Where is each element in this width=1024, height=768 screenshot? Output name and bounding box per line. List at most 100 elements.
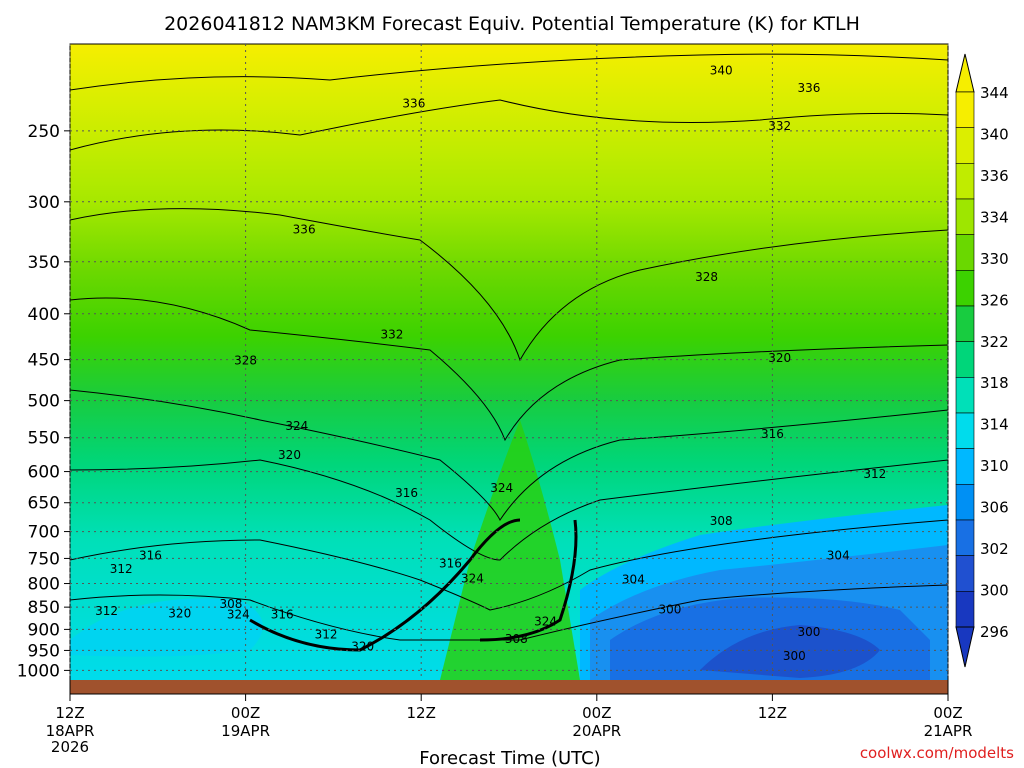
colorbar-swatch [955,341,975,378]
colorbar-label: 300 [980,582,1009,600]
contour-label: 324 [461,572,484,586]
colorbar-swatch [955,305,975,342]
contour-label: 304 [622,573,645,587]
y-tick-label: 600 [28,463,60,483]
contour-label: 300 [798,625,821,639]
plot-area [69,43,949,695]
x-tick-label: 12Z [758,704,787,722]
y-tick-label: 800 [28,575,60,595]
chart-title: 2026041812 NAM3KM Forecast Equiv. Potent… [164,13,860,35]
colorbar-label: 302 [980,540,1009,558]
colorbar-swatch [955,163,975,200]
contour-label: 328 [234,353,257,367]
x-tick-sublabel: 19APR [221,722,270,740]
colorbar: 344 340 336 334 330 326 322 318 314 310 306 302 300 2… [955,53,1009,668]
y-tick-label: 250 [28,122,60,142]
x-axis-label: Forecast Time (UTC) [419,748,600,768]
y-tick-label: 1000 [17,661,60,681]
x-tick-sublabel: 21APR [924,722,973,740]
colorbar-bottom-arrow [955,626,975,668]
colorbar-swatch [955,127,975,164]
colorbar-label: 318 [980,374,1009,392]
y-tick-label: 950 [28,641,60,661]
contour-line [479,519,578,642]
contour-label: 304 [827,548,850,562]
contour-label: 320 [768,351,791,365]
colorbar-swatch [955,448,975,485]
colorbar-swatch [955,377,975,414]
colorbar-swatch [955,412,975,449]
contour-label: 316 [439,557,462,571]
contour-label: 308 [220,597,243,611]
colorbar-swatch [955,555,975,592]
colorbar-label: 344 [980,84,1009,102]
contour-line [69,99,949,151]
y-tick-label: 500 [28,392,60,412]
contour-line [69,584,949,641]
surface-ground [70,680,948,694]
contour-label: 320 [168,606,191,620]
contour-line [69,208,949,362]
colorbar-label: 306 [980,499,1009,517]
contour-label: 320 [278,448,301,462]
contour-label: 336 [293,222,316,236]
colorbar-swatch [955,270,975,307]
contour-line [69,519,949,611]
y-tick-label: 350 [28,253,60,273]
colorbar-label: 326 [980,291,1009,309]
contour-label: 316 [271,607,294,621]
y-axis: 2503003504004505005506006507007508008509… [17,122,70,681]
contour-label: 308 [710,514,733,528]
x-tick-label: 12Z [407,704,436,722]
contour-label: 336 [402,96,425,110]
contour-label: 316 [139,548,162,562]
colorbar-label: 334 [980,208,1009,226]
contour-label: 312 [110,562,133,576]
contour-label: 308 [505,632,528,646]
y-tick-label: 750 [28,549,60,569]
y-tick-label: 850 [28,598,60,618]
contour-label: 300 [659,602,682,616]
y-tick-label: 400 [28,305,60,325]
x-tick-sublabel: 18APR [46,722,95,740]
contour-label: 312 [95,604,118,618]
x-tick-sublabel: 20APR [572,722,621,740]
x-tick-sublabel: 2026 [51,738,89,756]
x-tick-label: 00Z [231,704,260,722]
colorbar-label: 314 [980,416,1009,434]
contour-label: 316 [761,427,784,441]
y-tick-label: 700 [28,523,60,543]
colorbar-swatch [955,519,975,556]
contour-label: 312 [315,628,338,642]
colorbar-label: 322 [980,333,1009,351]
contour-label: 328 [695,270,718,284]
colorbar-swatch [955,591,975,628]
cool-left-pocket [70,598,263,657]
contour-label: 300 [783,649,806,663]
contour-line [69,389,949,521]
colorbar-label: 336 [980,167,1009,185]
contour-line [249,518,521,652]
x-tick-label: 00Z [933,704,962,722]
contour-label: 312 [863,467,886,481]
y-tick-label: 650 [28,494,60,514]
contour-label: 332 [380,328,403,342]
contour-label: 324 [534,615,557,629]
x-tick-label: 00Z [582,704,611,722]
colorbar-label: 310 [980,457,1009,475]
colorbar-swatch [955,484,975,521]
contour-label: 320 [351,639,374,653]
y-tick-label: 300 [28,193,60,213]
contour-label: 324 [285,419,308,433]
contour-line [69,297,949,442]
colorbar-swatch [955,234,975,271]
colorbar-label: 330 [980,250,1009,268]
contour-line [69,53,949,91]
credit-text: coolwx.com/modelts [860,744,1014,762]
colorbar-label: 340 [980,125,1009,143]
colorbar-top-arrow [955,53,975,93]
